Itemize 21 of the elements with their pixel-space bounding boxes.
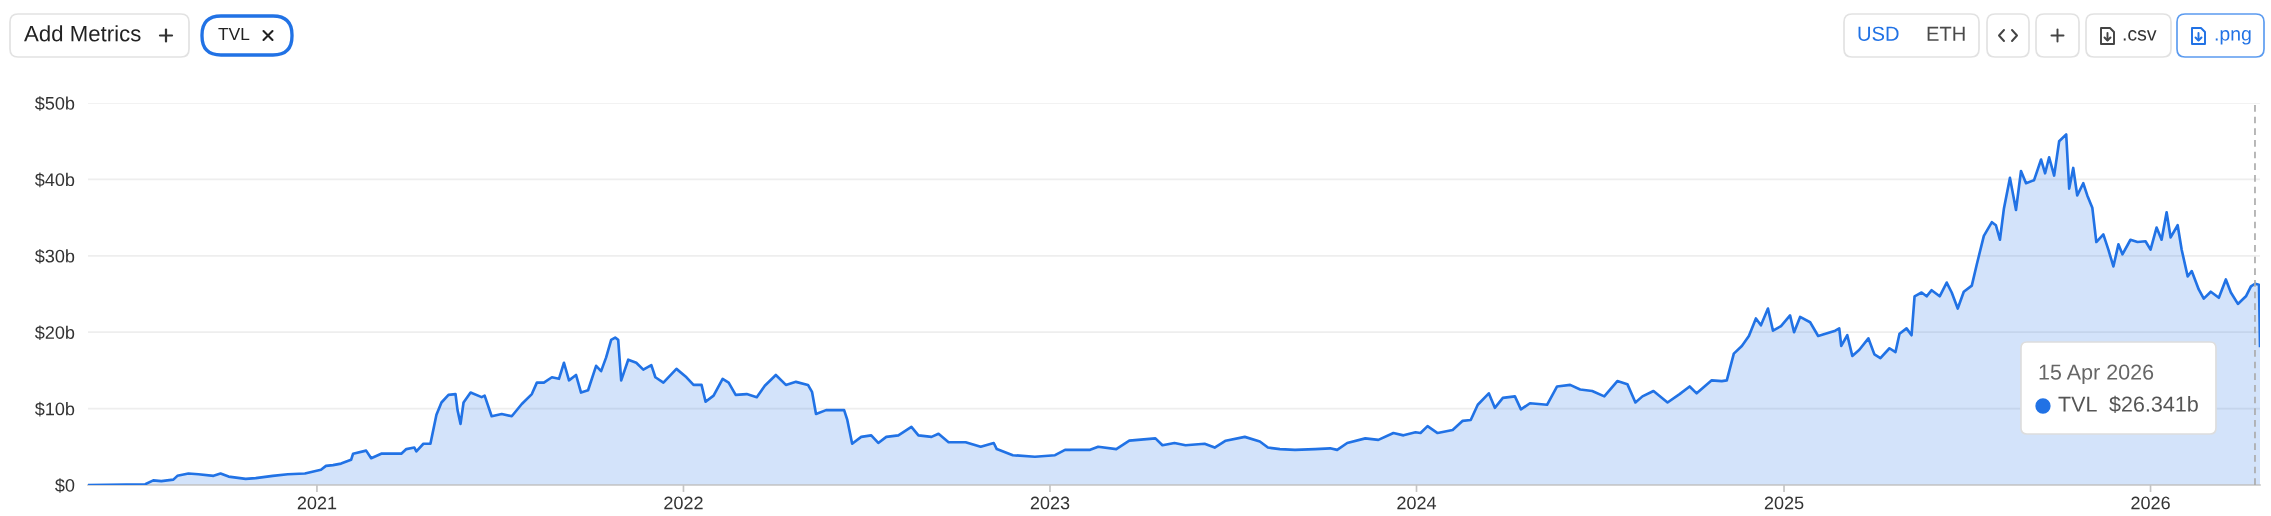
y-tick-label: $40b <box>34 172 75 188</box>
x-tick-label: 2022 <box>664 496 703 510</box>
annotation: $26.341b <box>2109 395 2198 414</box>
x-tick-label: 2024 <box>1397 496 1437 510</box>
y-tick-label: $50b <box>34 96 75 111</box>
x-tick-label: 2021 <box>297 496 337 510</box>
text: Add Metrics <box>24 25 141 42</box>
y-tick-label: $0 <box>55 478 75 493</box>
text: USD <box>1858 26 1899 41</box>
x-tick-label: 2023 <box>1030 496 1070 510</box>
text: .csv <box>2123 30 2157 41</box>
text: .png <box>2215 30 2251 45</box>
y-tick-label: $30b <box>34 248 75 264</box>
text: TVL <box>218 28 250 40</box>
y-tick-label: $10b <box>34 401 75 417</box>
y-tick-label: $20b <box>34 325 75 340</box>
series-label: TVL <box>2058 396 2097 412</box>
x-tick-label: 2025 <box>1764 496 1804 510</box>
annotation: 15 Apr 2026 <box>2039 364 2154 385</box>
x-tick-label: 2026 <box>2131 496 2170 510</box>
text: ETH <box>1927 26 1965 41</box>
